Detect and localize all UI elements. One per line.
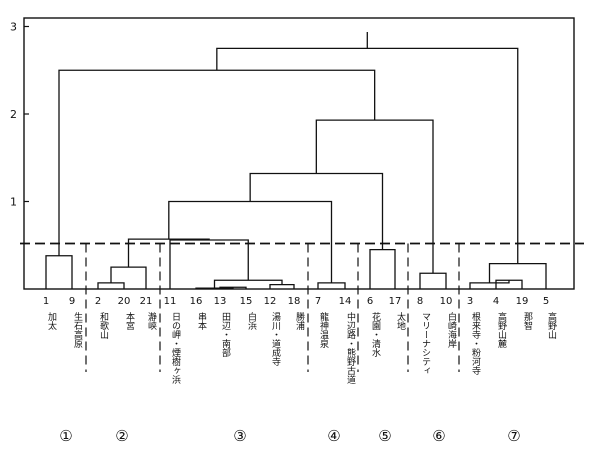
leaf-name-label: 生石高原 — [72, 311, 83, 348]
leaf-name-label: 太地 — [395, 311, 406, 330]
dendrogram-link — [216, 47, 519, 264]
leaf-id-label: 12 — [264, 296, 277, 307]
leaf-name-label: 串本 — [196, 312, 207, 331]
dendrogram-link — [369, 248, 396, 289]
leaf-name-label: 高野山 — [546, 311, 557, 339]
leaf-name-label: 勝浦 — [294, 311, 305, 331]
leaf-name-label: 和歌山 — [98, 312, 109, 339]
leaf-id-label: 14 — [339, 296, 352, 307]
y-tick-label: 3 — [10, 21, 17, 34]
leaf-id-label: 13 — [214, 296, 227, 307]
cluster-group-label: ⑦ — [507, 427, 520, 445]
leaf-id-label: 9 — [69, 296, 75, 307]
leaf-id-label: 20 — [118, 296, 131, 307]
leaf-name-label: 花園・清水 — [370, 311, 381, 357]
leaf-name-label: 白崎海岸 — [446, 311, 457, 349]
leaf-id-label: 19 — [516, 296, 529, 307]
cluster-group-label: ④ — [327, 427, 340, 445]
cluster-group-label: ② — [115, 427, 128, 445]
dendrogram-link — [317, 282, 346, 289]
cluster-group-label: ⑥ — [432, 427, 445, 445]
leaf-id-label: 1 — [43, 296, 49, 307]
y-tick-label: 1 — [10, 196, 17, 209]
plot-area: 123 — [10, 17, 584, 372]
leaf-name-label: 瀞峡 — [146, 311, 157, 331]
leaf-name-label: 加太 — [46, 312, 57, 331]
leaf-name-label: 白浜 — [246, 311, 257, 331]
leaf-id-label: 16 — [190, 296, 203, 307]
leaf-name-label: 日の岬・煙樹ヶ浜 — [170, 312, 181, 385]
dendrogram-link — [168, 200, 333, 283]
dendrogram-link — [97, 282, 125, 289]
leaf-id-label: 21 — [140, 296, 153, 307]
leaf-name-label: 田辺・南部 — [220, 312, 231, 358]
dendrogram-link — [249, 172, 384, 250]
leaf-id-label: 18 — [288, 296, 301, 307]
dendrogram-link — [419, 272, 447, 289]
leaf-id-label: 2 — [95, 296, 101, 307]
leaf-id-label: 3 — [467, 296, 473, 307]
leaf-name-label: 那智 — [522, 312, 533, 331]
dendrogram-link — [110, 266, 147, 289]
dendrogram-link — [45, 255, 73, 289]
leaf-id-label: 4 — [493, 296, 499, 307]
cluster-group-label: ③ — [233, 427, 246, 445]
leaf-id-label: 15 — [240, 296, 253, 307]
dendrogram-link — [488, 262, 547, 289]
plot-frame — [23, 17, 575, 290]
leaf-id-label: 6 — [367, 296, 373, 307]
leaf-name-label: 根来寺・粉河寺 — [470, 311, 481, 375]
leaf-labels: 1 加太 9 生石高原 2 和歌山 20 本宮 21 瀞峡 11 日の岬・煙樹ヶ浜 16 串本 13 田辺・南… — [43, 296, 557, 385]
leaf-name-label: 湯川・道成寺 — [270, 312, 281, 366]
leaf-id-label: 17 — [389, 296, 402, 307]
leaf-id-label: 8 — [417, 296, 423, 307]
dendrogram-link — [58, 69, 376, 256]
leaf-name-label: 龍神温泉 — [318, 311, 329, 348]
leaf-id-label: 11 — [164, 296, 177, 307]
y-tick-label: 2 — [10, 108, 17, 121]
leaf-id-label: 7 — [315, 296, 321, 307]
leaf-name-label: 本宮 — [124, 311, 135, 331]
leaf-name-label: 中辺路・熊野古道 — [345, 311, 356, 385]
leaf-name-label: マリーナシティ — [420, 312, 431, 375]
leaf-id-label: 10 — [440, 296, 453, 307]
leaf-name-label: 高野山麓 — [496, 311, 507, 349]
cluster-group-label: ① — [59, 427, 72, 445]
dendrogram-link — [315, 119, 434, 274]
leaf-id-label: 5 — [543, 296, 549, 307]
cluster-group-labels: ① ② ③ ④ ⑤ ⑥ ⑦ — [59, 427, 520, 445]
cluster-group-label: ⑤ — [378, 427, 391, 445]
dendrogram-link — [169, 239, 249, 289]
